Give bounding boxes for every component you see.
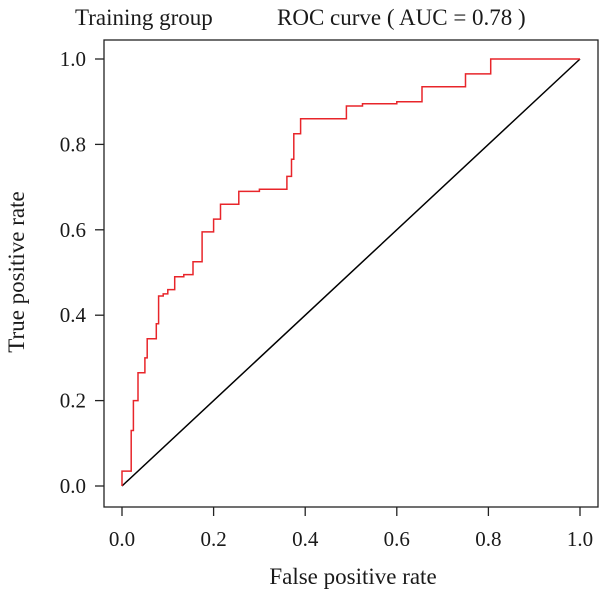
x-tick-label: 0.8 (475, 527, 501, 551)
y-tick-label: 1.0 (60, 47, 86, 71)
x-axis-label: False positive rate (269, 564, 436, 589)
x-tick-label: 0.2 (200, 527, 226, 551)
y-axis-label: True positive rate (4, 191, 29, 352)
x-axis: 0.0 0.2 0.4 0.6 0.8 1.0 (109, 507, 593, 551)
x-tick-label: 0.4 (292, 527, 319, 551)
x-tick-label: 1.0 (567, 527, 593, 551)
roc-curve-line (121, 58, 580, 486)
chart-title-left: Training group (75, 5, 213, 30)
x-tick-label: 0.6 (384, 527, 410, 551)
y-tick-label: 0.2 (60, 389, 86, 413)
y-tick-label: 0.4 (60, 303, 87, 327)
plot-frame (103, 39, 599, 508)
y-axis: 0.0 0.2 0.4 0.6 0.8 1.0 (60, 47, 104, 498)
x-tick-label: 0.0 (109, 527, 135, 551)
y-tick-label: 0.0 (60, 474, 86, 498)
y-tick-label: 0.8 (60, 132, 86, 156)
diagonal-reference-line (121, 58, 581, 487)
y-tick-label: 0.6 (60, 218, 86, 242)
chart-title-right: ROC curve ( AUC = 0.78 ) (277, 5, 526, 30)
